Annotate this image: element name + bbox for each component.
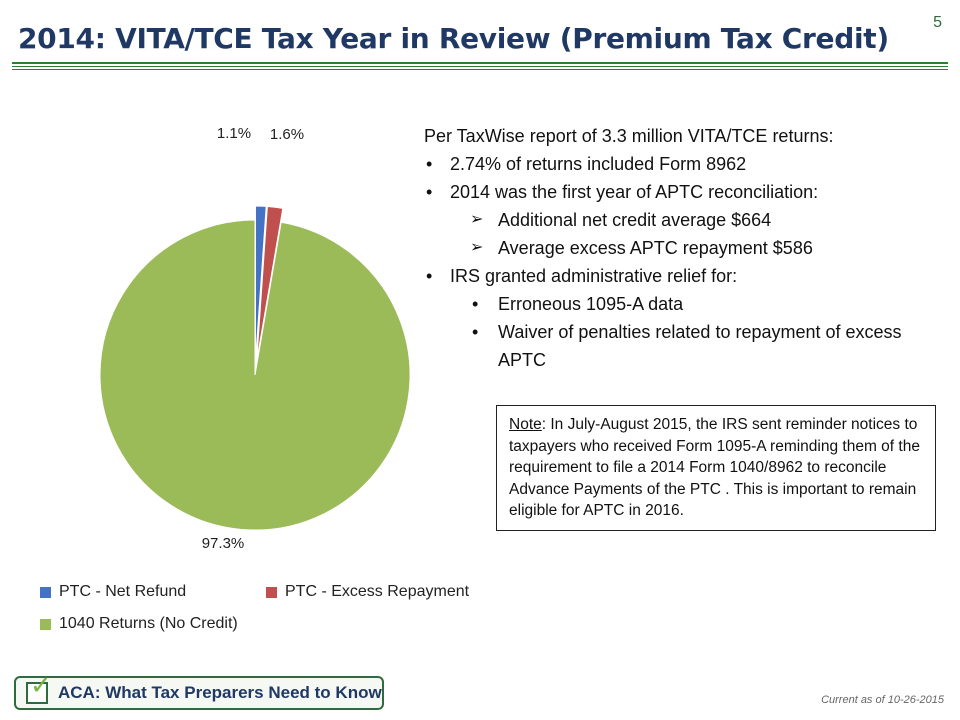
note-box: Note: In July-August 2015, the IRS sent … xyxy=(496,405,936,531)
aca-logo: ✓ ACA: What Tax Preparers Need to Know xyxy=(14,670,384,710)
note-text: : In July-August 2015, the IRS sent remi… xyxy=(509,416,920,519)
sub-bullet-item: Additional net credit average $664 xyxy=(424,206,944,234)
note-label: Note xyxy=(509,416,542,433)
sub-bullet-item: Waiver of penalties related to repayment… xyxy=(424,318,944,374)
pie-slice xyxy=(254,205,267,362)
bullet-item: 2.74% of returns included Form 8962 xyxy=(424,150,944,178)
legend-item-no-credit: 1040 Returns (No Credit) xyxy=(40,615,238,633)
bullet-list: 2.74% of returns included Form 8962 2014… xyxy=(424,150,944,374)
key-points-intro: Per TaxWise report of 3.3 million VITA/T… xyxy=(424,126,834,146)
sub-bullet-item: Erroneous 1095-A data xyxy=(424,290,944,318)
legend-swatch xyxy=(266,586,277,598)
checkmark-icon: ✓ xyxy=(30,670,52,700)
title-divider xyxy=(12,66,948,67)
legend-item-excess-repayment: PTC - Excess Repayment xyxy=(266,583,469,601)
slide-number: 5 xyxy=(933,14,942,31)
pie-chart: 1.1% 1.6% 97.3% xyxy=(99,125,411,552)
legend-swatch xyxy=(40,586,51,598)
pie-slice xyxy=(99,219,411,531)
bullet-item: 2014 was the first year of APTC reconcil… xyxy=(424,178,944,206)
legend-swatch xyxy=(40,618,51,630)
legend-label: PTC - Excess Repayment xyxy=(285,583,470,600)
pie-data-label: 1.1% xyxy=(217,125,251,142)
current-as-of: Current as of 10-26-2015 xyxy=(821,694,944,706)
key-points: Per TaxWise report of 3.3 million VITA/T… xyxy=(424,122,944,374)
pie-data-label: 1.6% xyxy=(270,126,304,143)
logo-text: ACA: What Tax Preparers Need to Know xyxy=(58,683,382,702)
bullet-item: IRS granted administrative relief for: xyxy=(424,262,944,290)
legend-label: 1040 Returns (No Credit) xyxy=(59,615,238,632)
pie-slice xyxy=(256,205,284,362)
legend-item-net-refund: PTC - Net Refund xyxy=(40,583,186,601)
slide-title: 2014: VITA/TCE Tax Year in Review (Premi… xyxy=(18,22,889,55)
checkbox-icon: ✓ xyxy=(26,670,52,704)
sub-bullet-item: Average excess APTC repayment $586 xyxy=(424,234,944,262)
title-divider xyxy=(12,69,948,70)
title-divider xyxy=(12,62,948,64)
legend-label: PTC - Net Refund xyxy=(59,583,187,600)
pie-data-label: 97.3% xyxy=(202,535,245,552)
